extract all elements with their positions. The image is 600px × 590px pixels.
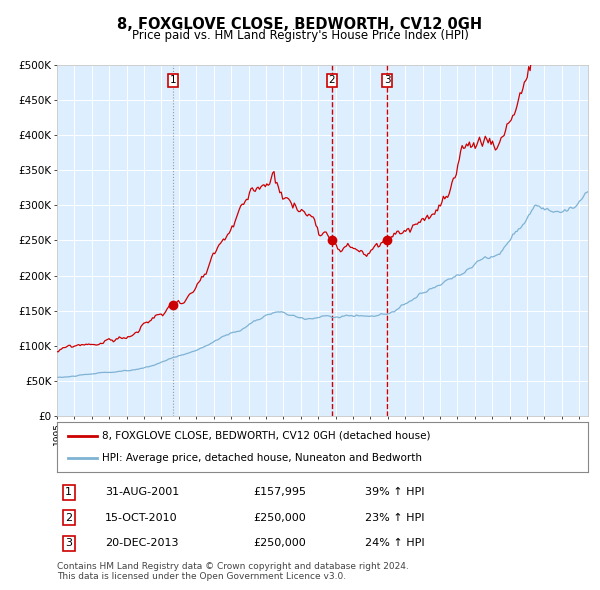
Text: 2: 2 xyxy=(65,513,72,523)
Text: £250,000: £250,000 xyxy=(253,538,306,548)
Text: 23% ↑ HPI: 23% ↑ HPI xyxy=(365,513,424,523)
Text: 8, FOXGLOVE CLOSE, BEDWORTH, CV12 0GH: 8, FOXGLOVE CLOSE, BEDWORTH, CV12 0GH xyxy=(118,17,482,31)
Text: 1: 1 xyxy=(170,76,176,86)
Text: 20-DEC-2013: 20-DEC-2013 xyxy=(105,538,178,548)
Text: 39% ↑ HPI: 39% ↑ HPI xyxy=(365,487,424,497)
Text: 31-AUG-2001: 31-AUG-2001 xyxy=(105,487,179,497)
Text: 24% ↑ HPI: 24% ↑ HPI xyxy=(365,538,425,548)
Text: 8, FOXGLOVE CLOSE, BEDWORTH, CV12 0GH (detached house): 8, FOXGLOVE CLOSE, BEDWORTH, CV12 0GH (d… xyxy=(102,431,431,441)
Text: 1: 1 xyxy=(65,487,72,497)
Text: 15-OCT-2010: 15-OCT-2010 xyxy=(105,513,178,523)
Text: Contains HM Land Registry data © Crown copyright and database right 2024.
This d: Contains HM Land Registry data © Crown c… xyxy=(57,562,409,581)
Text: 3: 3 xyxy=(65,538,72,548)
Text: 3: 3 xyxy=(384,76,391,86)
Text: HPI: Average price, detached house, Nuneaton and Bedworth: HPI: Average price, detached house, Nune… xyxy=(102,453,422,463)
Text: £157,995: £157,995 xyxy=(253,487,307,497)
Text: 2: 2 xyxy=(329,76,335,86)
Text: £250,000: £250,000 xyxy=(253,513,306,523)
Text: Price paid vs. HM Land Registry's House Price Index (HPI): Price paid vs. HM Land Registry's House … xyxy=(131,30,469,42)
